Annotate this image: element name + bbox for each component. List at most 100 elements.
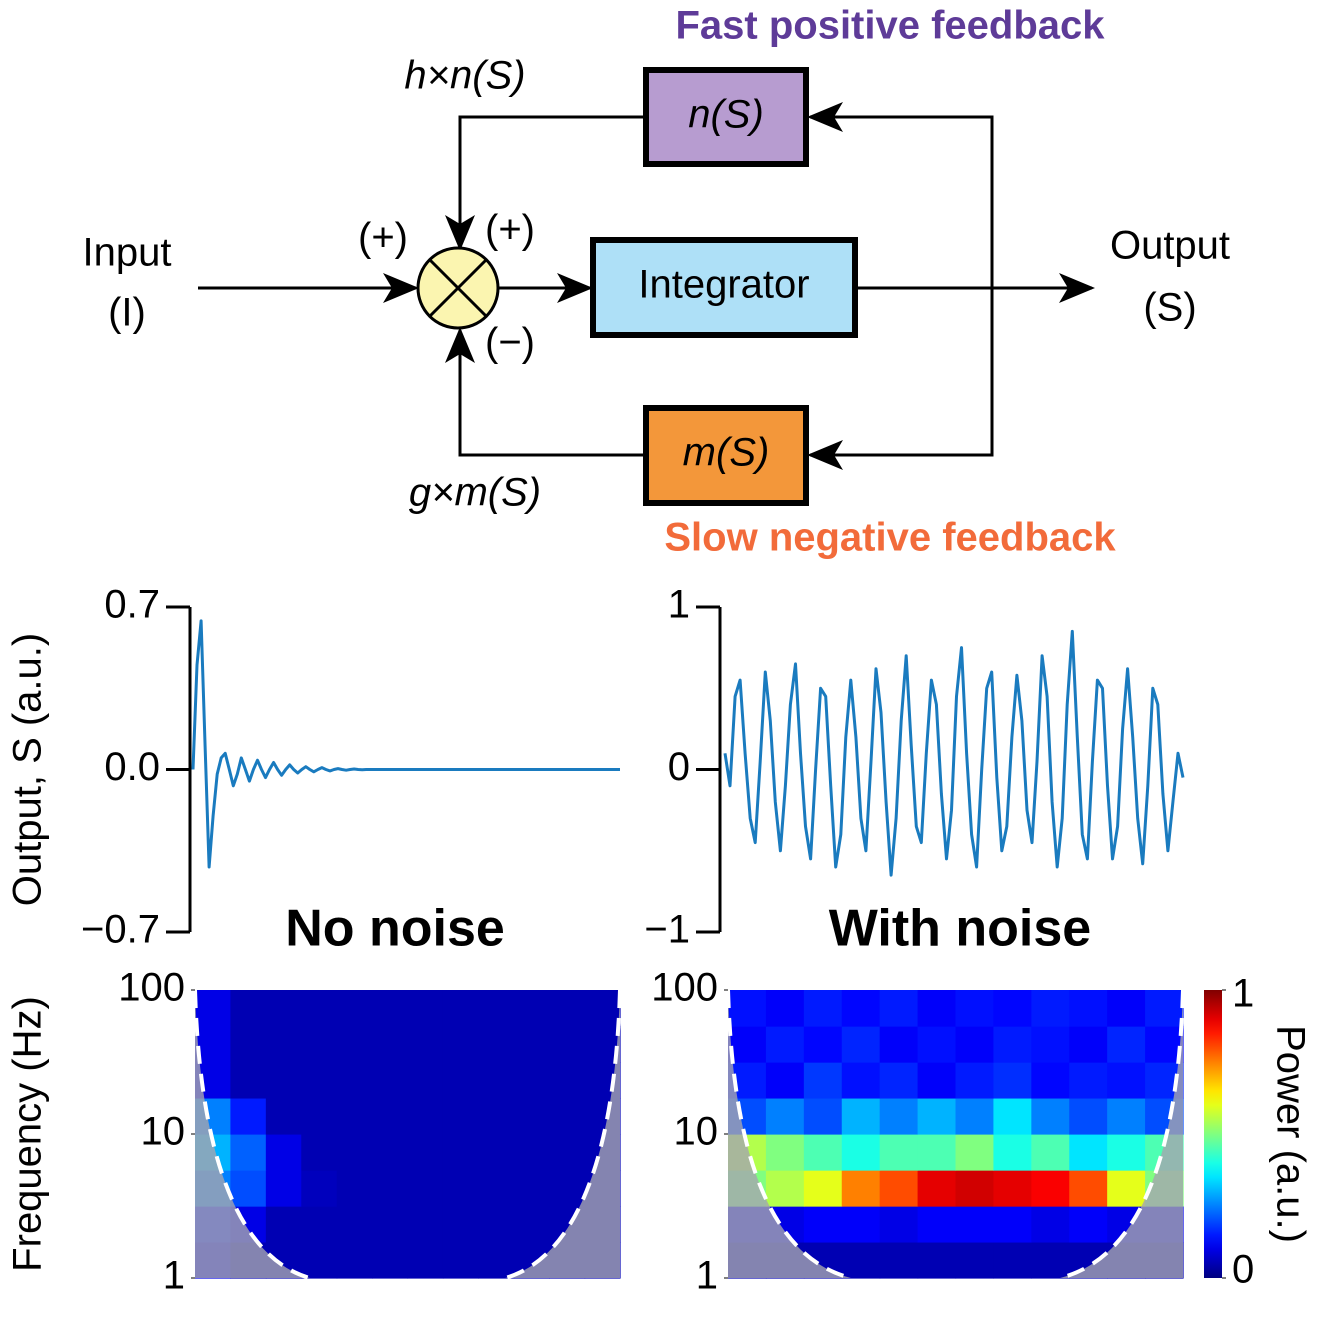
heatmap-cell xyxy=(1069,990,1108,1027)
heatmap-cell xyxy=(549,1170,586,1207)
output-symbol: (S) xyxy=(1143,286,1196,330)
heatmap-cell xyxy=(879,1097,919,1135)
heatmap-cell xyxy=(917,1206,957,1243)
heatmap-cell xyxy=(765,1097,805,1135)
heatmap-cell xyxy=(1031,1062,1070,1099)
heatmap-cell xyxy=(1031,1170,1070,1207)
heatmap-cell xyxy=(1107,1062,1146,1099)
heatmap-cell xyxy=(513,1062,550,1099)
heatmap-cell xyxy=(955,1026,995,1063)
heatmap-cell xyxy=(1107,1170,1146,1207)
integrator-block xyxy=(590,237,858,338)
heatmap-cell xyxy=(803,1097,843,1135)
heatmap-cell xyxy=(230,990,267,1027)
colorbar-label: Power (a.u.) xyxy=(1268,1025,1312,1243)
heatmap-cell xyxy=(803,1134,843,1171)
heatmap-cell xyxy=(993,1062,1032,1099)
heatmap-cell xyxy=(301,1097,338,1135)
y-tick-label: 100 xyxy=(118,966,185,1010)
y-axis-label: Output, S (a.u.) xyxy=(6,633,50,906)
cone-of-influence xyxy=(726,989,1185,1280)
output-label: Output xyxy=(1110,224,1230,268)
heatmap-cell xyxy=(879,1170,919,1207)
data-line xyxy=(723,629,1185,877)
heatmap-cell xyxy=(513,1206,550,1243)
heatmap-cell xyxy=(478,1097,515,1135)
heatmap-cell xyxy=(1031,1134,1070,1171)
heatmap-cell xyxy=(1069,1097,1108,1135)
input-symbol: (I) xyxy=(108,291,146,335)
heatmap-cell xyxy=(407,1062,444,1099)
heatmap-cell xyxy=(442,1097,479,1135)
heatmap-cell xyxy=(336,1170,373,1207)
heatmap-cell xyxy=(478,1062,515,1099)
y-tick-label: 1 xyxy=(696,1254,718,1298)
sign-input: (+) xyxy=(358,216,408,260)
heatmap-cell xyxy=(442,1206,479,1243)
slow-feedback-wire xyxy=(445,327,646,457)
heatmap-cell xyxy=(879,1026,919,1063)
fast-title: Fast positive feedback xyxy=(675,4,1105,48)
heatmap-cell xyxy=(372,1062,409,1099)
heatmap-cell xyxy=(1031,1026,1070,1063)
heatmap-cell xyxy=(879,1241,919,1279)
heatmap-cell xyxy=(917,1026,957,1063)
heatmap-cell xyxy=(803,1026,843,1063)
heatmap-cell xyxy=(336,1026,373,1063)
heatmap-cell xyxy=(336,1134,373,1171)
heatmap-cell xyxy=(993,1026,1032,1063)
heatmap-cell xyxy=(1107,1026,1146,1063)
heatmap-cell xyxy=(230,1097,267,1135)
heatmap-cell xyxy=(1031,1097,1070,1135)
heatmap-cell xyxy=(372,1170,409,1207)
y-tick-label: 0.7 xyxy=(104,583,160,627)
heatmap-cell xyxy=(230,1062,267,1099)
heatmap-cell xyxy=(841,1170,881,1207)
heatmap-cell xyxy=(265,1134,302,1171)
y-tick-label: −1 xyxy=(644,908,690,952)
heatmap-cell xyxy=(372,990,409,1027)
heatmap-cell xyxy=(301,1026,338,1063)
heatmap-cell xyxy=(478,1026,515,1063)
heatmap-cell xyxy=(336,1241,373,1279)
heatmap-cell xyxy=(1145,990,1184,1027)
heatmap-cell xyxy=(478,990,515,1027)
heatmap-cell xyxy=(841,1062,881,1099)
heatmap-cell xyxy=(765,1062,805,1099)
heatmap-cell xyxy=(955,1170,995,1207)
heatmap-cell xyxy=(1031,990,1070,1027)
heatmap-cell xyxy=(301,1134,338,1171)
heatmap-cell xyxy=(917,1097,957,1135)
y-tick-label: 10 xyxy=(674,1110,719,1154)
y-tick-label: 10 xyxy=(141,1110,186,1154)
y-tick-label: −0.7 xyxy=(81,908,160,952)
heatmap-cell xyxy=(917,1170,957,1207)
heatmap-cell xyxy=(955,990,995,1027)
fast-input-wire xyxy=(807,102,994,290)
heatmap-cell xyxy=(265,1206,302,1243)
heatmap-cell xyxy=(265,990,302,1027)
fast-gain: h×n(S) xyxy=(404,54,525,98)
heatmap-cell xyxy=(407,1134,444,1171)
heatmap-cell xyxy=(195,990,232,1027)
cone-of-influence xyxy=(193,989,622,1280)
y-axis-label: Frequency (Hz) xyxy=(6,996,50,1272)
heatmap-cell xyxy=(841,1026,881,1063)
y-tick-label: 0 xyxy=(668,745,690,789)
heatmap-cell xyxy=(336,990,373,1027)
heatmap-cell xyxy=(993,1241,1032,1279)
heatmap-cell xyxy=(549,1026,586,1063)
heatmap-cell xyxy=(478,1170,515,1207)
heatmap-cell xyxy=(1031,1241,1070,1279)
heatmap-cell xyxy=(513,990,550,1027)
heatmap-cell xyxy=(265,1097,302,1135)
heatmap-cell xyxy=(1031,1206,1070,1243)
heatmap-cell xyxy=(442,990,479,1027)
heatmap-cell xyxy=(993,1170,1032,1207)
heatmap-cell xyxy=(513,1134,550,1171)
slow-title: Slow negative feedback xyxy=(664,516,1116,560)
heatmap-cell xyxy=(478,1241,515,1279)
heatmap-cell xyxy=(879,990,919,1027)
heatmap-cell xyxy=(955,1097,995,1135)
heatmap-cell xyxy=(765,1170,805,1207)
